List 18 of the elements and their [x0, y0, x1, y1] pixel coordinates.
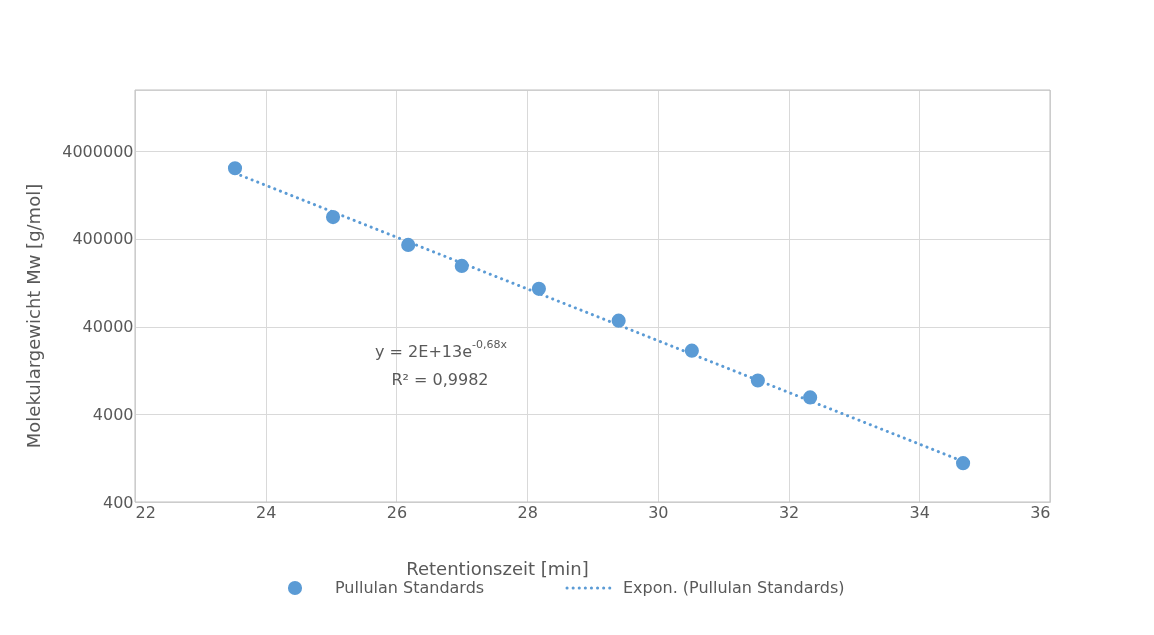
y-tick-label: 4000	[92, 404, 134, 424]
x-tick-label: 32	[778, 502, 800, 522]
x-tick-label: 22	[135, 502, 156, 522]
y-tick-label: 40000	[82, 317, 134, 337]
x-tick-label: 28	[517, 502, 538, 522]
x-tick-label: 24	[256, 502, 277, 522]
x-tick-label: 26	[386, 502, 408, 522]
y-axis-title: Molekulargewicht Mw [g/mol]	[23, 183, 44, 449]
x-tick-label: 34	[909, 502, 930, 522]
y-tick-label: 4000000	[62, 141, 134, 161]
annotation: R² = 0,9982	[391, 370, 489, 389]
x-axis-title: Retentionszeit [min]	[406, 558, 589, 579]
y-tick-label: 400000	[72, 229, 134, 249]
x-tick-label: 30	[648, 502, 669, 522]
legend-label: Expon. (Pullulan Standards)	[623, 578, 845, 597]
legend-label: Pullulan Standards	[335, 578, 485, 597]
x-tick-label: 36	[1030, 502, 1051, 522]
y-tick-label: 400	[102, 492, 134, 512]
